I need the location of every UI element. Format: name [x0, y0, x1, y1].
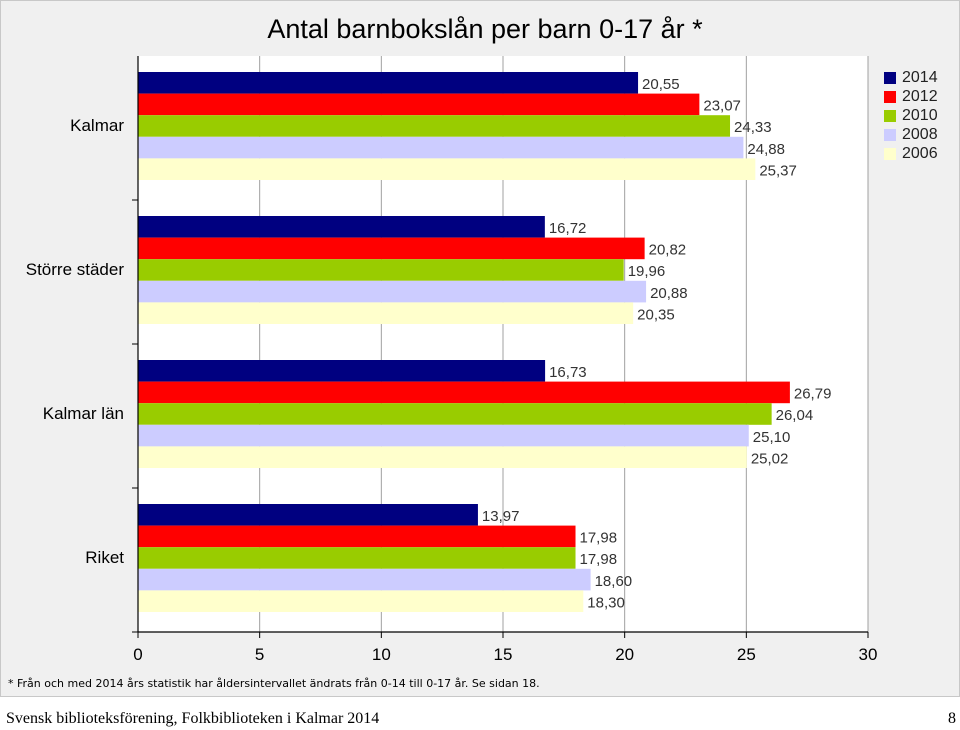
bar-2014 [138, 360, 546, 382]
legend-label: 2010 [902, 106, 938, 124]
data-label: 24,33 [734, 119, 772, 136]
data-label: 26,79 [794, 386, 832, 403]
chart-title: Antal barnbokslån per barn 0-17 år * [267, 14, 703, 44]
bar-2010 [138, 547, 576, 569]
category-label: Kalmar län [43, 404, 124, 423]
data-label: 20,88 [650, 285, 688, 302]
data-label: 24,88 [747, 141, 785, 158]
bar-2006 [138, 446, 747, 468]
category-label: Riket [85, 548, 124, 567]
legend-item: 2006 [884, 144, 938, 163]
legend-item: 2010 [884, 106, 938, 125]
footer-text: Svensk biblioteksförening, Folkbibliotek… [6, 710, 380, 727]
bar-2010 [138, 259, 624, 281]
data-label: 25,10 [753, 429, 791, 446]
x-tick-label: 25 [737, 645, 756, 664]
legend-label: 2006 [902, 144, 938, 162]
data-label: 17,98 [580, 551, 618, 568]
legend-label: 2008 [902, 125, 938, 143]
legend-item: 2008 [884, 125, 938, 144]
legend-item: 2012 [884, 87, 938, 106]
legend-item: 2014 [884, 68, 938, 87]
category-label: Kalmar [70, 116, 124, 135]
bar-2008 [138, 568, 591, 591]
legend-swatch [884, 90, 896, 103]
data-label: 26,04 [776, 407, 814, 424]
footnote: * Från och med 2014 års statistik har ål… [8, 677, 540, 690]
legend-swatch [884, 128, 896, 141]
data-label: 20,35 [637, 306, 675, 323]
bar-2012 [138, 93, 700, 116]
x-tick-label: 0 [133, 645, 142, 664]
data-label: 20,55 [642, 76, 680, 93]
x-tick-label: 5 [255, 645, 264, 664]
data-label: 25,37 [759, 162, 797, 179]
x-tick-label: 15 [494, 645, 513, 664]
bar-2006 [138, 302, 634, 324]
data-label: 19,96 [628, 263, 666, 280]
x-tick-label: 10 [372, 645, 391, 664]
legend-label: 2012 [902, 87, 938, 105]
data-label: 23,07 [703, 98, 741, 115]
bar-2006 [138, 158, 756, 180]
page-number: 8 [948, 710, 956, 727]
chart-legend: 2014 2012 2010 2008 2006 [884, 68, 938, 163]
bar-2012 [138, 381, 790, 404]
bar-2008 [138, 136, 744, 159]
legend-label: 2014 [902, 68, 938, 86]
bar-2012 [138, 525, 576, 548]
bar-chart: 0 5 10 15 20 25 30 20,55 23,07 24,33 24,88 25,37 Kal… [26, 56, 878, 664]
legend-swatch [884, 147, 896, 160]
data-label: 17,98 [580, 530, 618, 547]
data-label: 25,02 [751, 450, 789, 467]
data-label: 16,73 [549, 364, 587, 381]
legend-swatch [884, 109, 896, 122]
x-tick-label: 30 [859, 645, 878, 664]
bar-2010 [138, 403, 772, 425]
bar-2014 [138, 216, 545, 238]
bar-2012 [138, 237, 645, 260]
data-label: 18,60 [595, 573, 633, 590]
bar-2008 [138, 280, 647, 303]
legend-swatch [884, 71, 896, 84]
bar-2014 [138, 504, 478, 526]
category-label: Större städer [26, 260, 125, 279]
data-label: 20,82 [649, 242, 687, 259]
data-label: 13,97 [482, 508, 520, 525]
bar-2010 [138, 115, 731, 137]
bar-2008 [138, 424, 749, 447]
bar-2006 [138, 590, 584, 612]
bar-2014 [138, 72, 639, 94]
data-label: 18,30 [587, 594, 625, 611]
data-label: 16,72 [549, 220, 587, 237]
x-tick-label: 20 [615, 645, 634, 664]
